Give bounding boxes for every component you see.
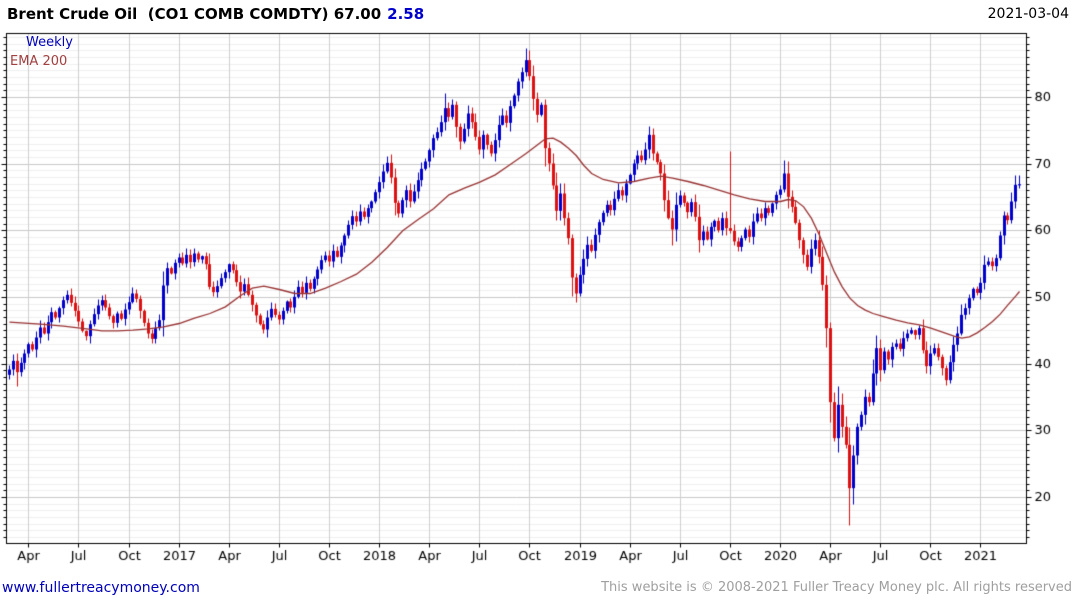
- footer-website-link[interactable]: www.fullertreacymoney.com: [2, 580, 200, 596]
- instrument-title: Brent Crude Oil (CO1 COMB COMDTY) 67.00: [7, 5, 382, 23]
- footer-copyright: This website is © 2008-2021 Fuller Treac…: [601, 580, 1072, 595]
- chart-legend: Weekly EMA 200: [0, 33, 73, 71]
- legend-ema-200: EMA 200: [10, 54, 68, 69]
- chart-date: 2021-03-04: [987, 6, 1069, 22]
- legend-series-weekly: Weekly: [26, 35, 73, 50]
- price-change: 2.58: [387, 5, 425, 23]
- chart-title: Brent Crude Oil (CO1 COMB COMDTY) 67.00 2…: [7, 5, 424, 23]
